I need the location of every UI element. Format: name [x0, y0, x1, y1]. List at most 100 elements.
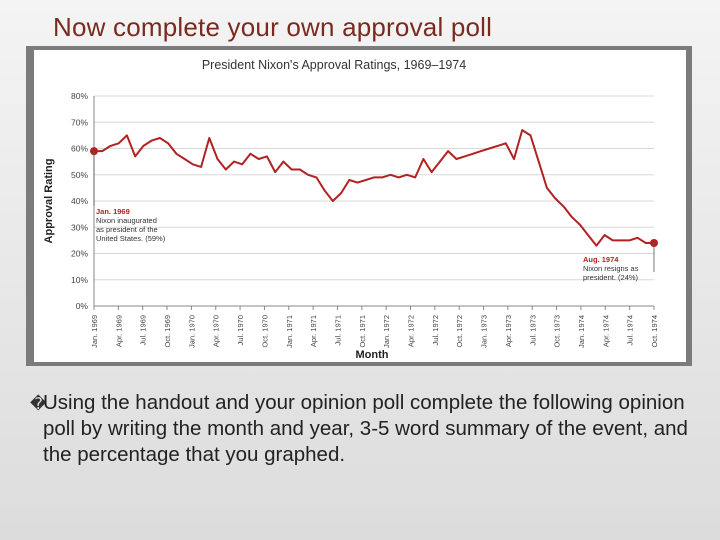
- data-point: [348, 179, 351, 181]
- end-annotation-heading: Aug. 1974: [583, 255, 619, 264]
- x-axis-label: Month: [356, 349, 389, 361]
- data-point: [150, 139, 153, 142]
- y-tick-label: 50%: [71, 170, 88, 180]
- data-point: [249, 152, 252, 155]
- y-tick-label: 20%: [71, 249, 88, 259]
- data-point: [438, 160, 441, 163]
- x-tick-label: Jul. 1973: [528, 315, 537, 345]
- data-point: [570, 215, 573, 218]
- data-point: [282, 160, 285, 163]
- data-point: [126, 134, 128, 137]
- end-annotation-line: Nixon resigns as: [583, 264, 639, 273]
- data-point: [587, 234, 590, 237]
- approval-chart: President Nixon's Approval Ratings, 1969…: [34, 50, 686, 362]
- data-point: [257, 158, 260, 160]
- x-tick-label: Jul. 1974: [626, 315, 635, 345]
- x-tick-label: Oct. 1973: [553, 315, 562, 348]
- y-tick-label: 0%: [76, 301, 89, 311]
- data-point: [578, 223, 581, 226]
- data-point: [447, 150, 450, 153]
- data-point: [611, 239, 614, 242]
- x-tick-label: Jan. 1974: [577, 315, 586, 348]
- data-point: [562, 205, 565, 208]
- start-annotation-line: Nixon inaugurated: [96, 216, 157, 225]
- slide-title: Now complete your own approval poll: [53, 12, 493, 42]
- x-tick-label: Oct. 1970: [260, 315, 269, 348]
- data-point: [331, 200, 334, 202]
- instructions-text: Using the handout and your opinion poll …: [43, 391, 688, 466]
- y-tick-label: 40%: [71, 196, 88, 206]
- approval-series: [93, 129, 655, 247]
- data-point: [134, 155, 137, 158]
- data-point: [546, 186, 548, 189]
- data-point: [340, 192, 342, 195]
- data-point: [101, 150, 104, 153]
- data-point: [109, 144, 112, 147]
- x-tick-label: Oct. 1971: [358, 315, 367, 348]
- data-point: [208, 137, 211, 139]
- approval-line: [94, 129, 654, 247]
- data-point: [644, 242, 647, 244]
- start-annotation-line: as president of the: [96, 225, 158, 234]
- data-point: [224, 168, 227, 171]
- data-point: [266, 155, 268, 158]
- data-point: [537, 160, 540, 163]
- x-tick-label: Apr. 1973: [504, 315, 513, 347]
- data-point: [628, 239, 631, 242]
- data-point: [307, 173, 310, 176]
- data-point: [389, 173, 392, 176]
- data-point: [595, 244, 598, 247]
- y-tick-label: 80%: [71, 91, 88, 101]
- x-tick-label: Oct. 1974: [650, 315, 659, 348]
- data-point: [414, 176, 417, 179]
- data-point: [381, 176, 384, 179]
- data-point: [356, 181, 359, 184]
- chart-title: President Nixon's Approval Ratings, 1969…: [202, 58, 466, 72]
- x-tick-label: Jan. 1970: [187, 315, 196, 348]
- x-tick-label: Jul. 1969: [139, 315, 148, 345]
- data-point: [158, 137, 161, 139]
- bullet-icon: �: [30, 396, 47, 413]
- x-tick-label: Jul. 1972: [431, 315, 440, 345]
- data-point: [175, 152, 178, 155]
- data-point: [529, 134, 532, 137]
- data-point: [406, 173, 408, 176]
- data-point: [480, 150, 482, 153]
- data-point: [323, 189, 326, 192]
- y-axis-label: Approval Rating: [43, 159, 55, 244]
- data-point: [521, 129, 524, 132]
- data-point: [620, 239, 622, 242]
- x-tick-label: Jul. 1970: [236, 315, 245, 345]
- start-annotation-line: United States. (59%): [96, 234, 166, 243]
- data-point: [422, 158, 425, 160]
- x-tick-label: Apr. 1974: [601, 315, 610, 347]
- data-point: [364, 179, 367, 181]
- data-point: [200, 165, 202, 168]
- data-point: [241, 163, 244, 166]
- data-point: [603, 234, 606, 237]
- x-tick-label: Jan. 1971: [285, 315, 294, 348]
- data-point: [274, 171, 277, 174]
- data-point: [397, 176, 400, 179]
- x-axis-ticks: Jan. 1969 Apr. 1969 Jul. 1969 Oct. 1969 Jan.…: [90, 306, 659, 348]
- data-point: [373, 176, 375, 179]
- x-tick-label: Jan. 1973: [480, 315, 489, 348]
- y-tick-label: 70%: [71, 117, 88, 127]
- data-point: [167, 142, 170, 145]
- data-point: [290, 168, 293, 171]
- data-point: [117, 142, 120, 145]
- data-point: [315, 176, 318, 179]
- y-tick-label: 10%: [71, 275, 88, 285]
- y-axis-ticks: 0% 10% 20% 30% 40% 50% 60% 70% 80%: [71, 91, 88, 311]
- data-point: [233, 160, 235, 163]
- data-point: [430, 171, 433, 174]
- chart-grid: [93, 95, 654, 307]
- x-tick-label: Apr. 1972: [407, 315, 416, 347]
- y-tick-label: 60%: [71, 144, 88, 154]
- data-point: [488, 147, 491, 150]
- data-point: [504, 142, 507, 145]
- data-point: [636, 236, 639, 239]
- x-tick-label: Jul. 1971: [333, 315, 342, 345]
- x-tick-label: Apr. 1969: [114, 315, 123, 347]
